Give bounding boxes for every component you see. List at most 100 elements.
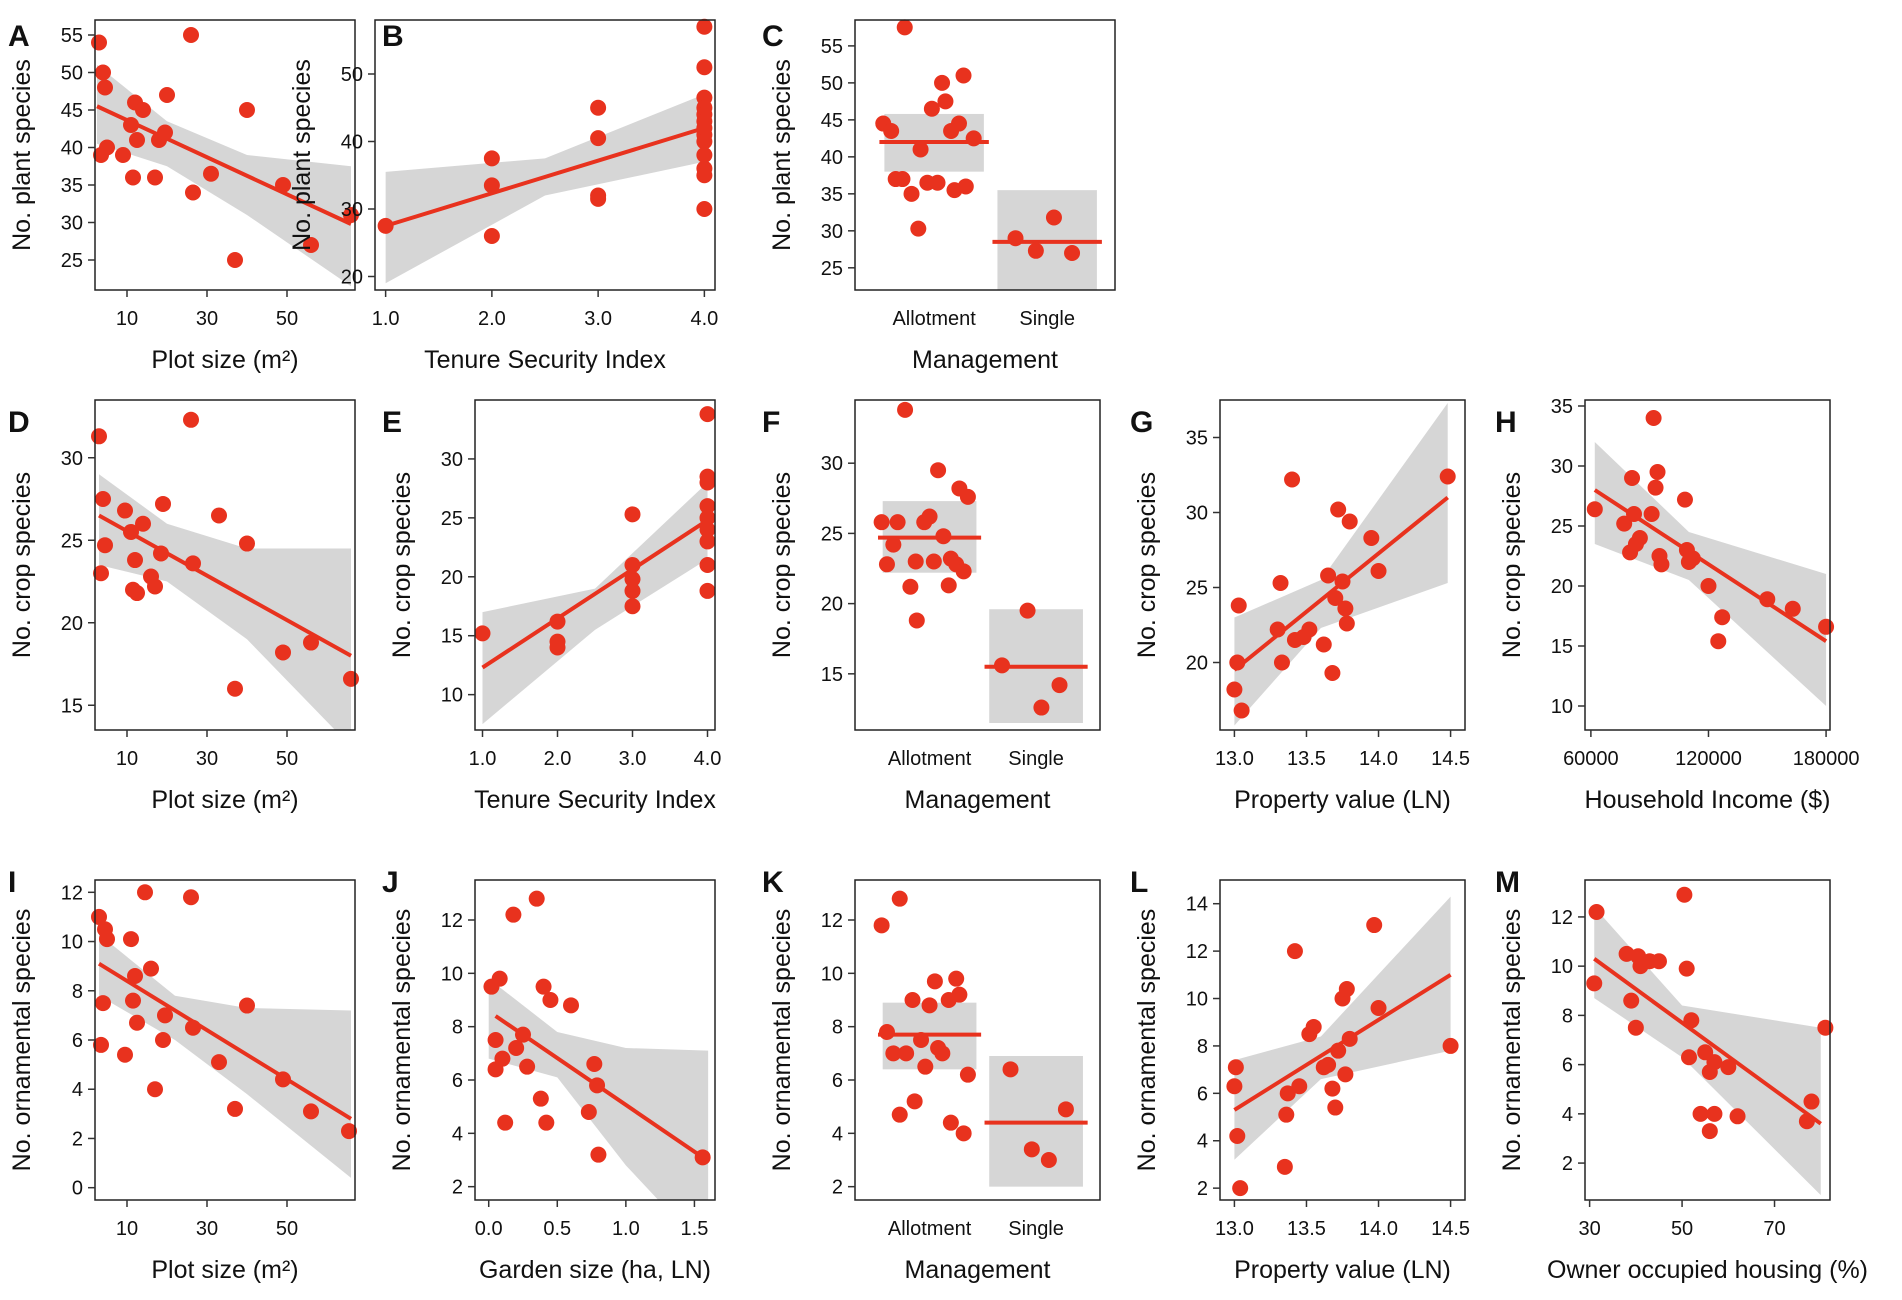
data-point <box>1588 904 1605 920</box>
plot-frame <box>1584 399 1831 731</box>
y-tick-label: 30 <box>1186 503 1208 525</box>
x-axis-label: Plot size (m²) <box>151 1256 298 1284</box>
y-tick-label: 30 <box>61 213 83 235</box>
data-point <box>474 625 491 642</box>
x-tick-label: 60000 <box>1563 748 1619 770</box>
confidence-band <box>1234 896 1451 1160</box>
y-axis-label: No. ornamental species <box>8 909 36 1172</box>
confidence-band <box>97 65 351 287</box>
x-tick-label: 13.0 <box>1215 1218 1254 1240</box>
y-tick-label: 25 <box>61 530 83 552</box>
data-point <box>1759 591 1776 608</box>
y-tick-label: 4 <box>1562 1104 1573 1126</box>
y-tick-label: 55 <box>61 25 83 47</box>
data-point <box>1627 1019 1644 1036</box>
data-point <box>1624 470 1641 486</box>
data-point <box>275 644 291 661</box>
y-tick-label: 12 <box>821 910 843 932</box>
data-point <box>1650 953 1667 970</box>
data-point <box>1700 578 1717 594</box>
data-point <box>1315 636 1332 653</box>
data-point <box>183 411 199 428</box>
y-tick-label: 25 <box>441 508 463 530</box>
x-tick-label: 30 <box>196 308 218 330</box>
data-point <box>275 1071 291 1088</box>
data-point <box>343 670 359 687</box>
data-point <box>1007 230 1024 247</box>
data-point <box>935 528 952 545</box>
panel-letter: E <box>382 406 402 439</box>
data-point <box>129 1014 145 1031</box>
data-point <box>563 997 579 1014</box>
panel-letter: L <box>1130 866 1148 899</box>
data-point <box>1710 633 1727 650</box>
data-point <box>934 1045 951 1062</box>
data-point <box>589 1077 606 1094</box>
data-point <box>483 228 500 244</box>
data-point <box>907 553 924 570</box>
data-point <box>99 139 115 156</box>
data-point <box>1653 556 1670 573</box>
x-axis-label: Garden size (ha, LN) <box>479 1256 711 1284</box>
data-point <box>912 141 929 158</box>
x-tick-label: 10 <box>116 308 138 330</box>
plot-frame <box>374 19 716 291</box>
data-point <box>303 237 319 253</box>
data-point <box>1623 992 1640 1009</box>
y-tick-label: 8 <box>832 1017 843 1039</box>
panel-k: K 2 4 6 8 10 12 Allotment Single Management No. or… <box>762 866 1101 1284</box>
data-point <box>699 533 716 550</box>
data-point <box>624 582 641 599</box>
y-tick-label: 20 <box>341 267 363 289</box>
confidence-band <box>488 978 709 1200</box>
data-point <box>1586 501 1603 518</box>
data-point <box>1803 1093 1820 1110</box>
x-tick-label: 50 <box>276 308 298 330</box>
data-point <box>143 960 159 977</box>
confidence-band <box>99 934 351 1178</box>
data-point <box>203 165 219 182</box>
data-point <box>1232 1180 1249 1197</box>
panel-a: A 25 30 35 40 45 50 55 10 30 50 Plot size (m²) No. p… <box>8 19 359 374</box>
panel-letter: M <box>1495 866 1520 899</box>
x-tick-label: 14.5 <box>1431 1218 1470 1240</box>
data-point <box>1684 550 1701 567</box>
data-point <box>1643 506 1660 522</box>
data-point <box>1645 410 1662 426</box>
y-tick-label: 4 <box>1197 1131 1208 1153</box>
x-axis-label: Tenure Security Index <box>474 786 716 814</box>
data-point <box>1692 1105 1709 1122</box>
data-point <box>549 613 566 630</box>
data-point <box>491 970 508 987</box>
data-point <box>515 1026 531 1043</box>
panel-f: F 15 20 25 30 Allotment Single Management No. cr… <box>762 399 1101 814</box>
data-point <box>906 1093 923 1110</box>
data-point <box>303 1103 319 1120</box>
data-point <box>1284 471 1301 488</box>
data-point <box>948 970 965 987</box>
y-tick-label: 50 <box>341 64 363 86</box>
data-point <box>95 64 111 81</box>
x-axis-label: Management <box>912 346 1058 374</box>
data-point <box>590 99 607 116</box>
data-point <box>1337 600 1354 617</box>
y-axis-label: No. crop species <box>1498 472 1526 658</box>
data-point <box>532 1090 549 1107</box>
data-point <box>951 115 967 132</box>
data-point <box>153 545 169 562</box>
data-point <box>93 565 109 582</box>
panel-letter: A <box>8 20 30 53</box>
confidence-band <box>385 94 705 284</box>
panel-e: E 10 15 20 25 30 1.0 2.0 3.0 4.0 Tenure Security I… <box>382 399 721 814</box>
data-point <box>1337 1066 1354 1083</box>
data-point <box>699 498 716 515</box>
data-point <box>1341 1030 1358 1047</box>
data-point <box>699 582 716 599</box>
plot-frame <box>854 19 1116 291</box>
data-point <box>937 93 954 110</box>
data-point <box>95 491 111 507</box>
data-point <box>699 557 716 573</box>
data-point <box>1040 1152 1057 1168</box>
plot-frame <box>854 879 1101 1201</box>
fit-line <box>385 126 705 228</box>
